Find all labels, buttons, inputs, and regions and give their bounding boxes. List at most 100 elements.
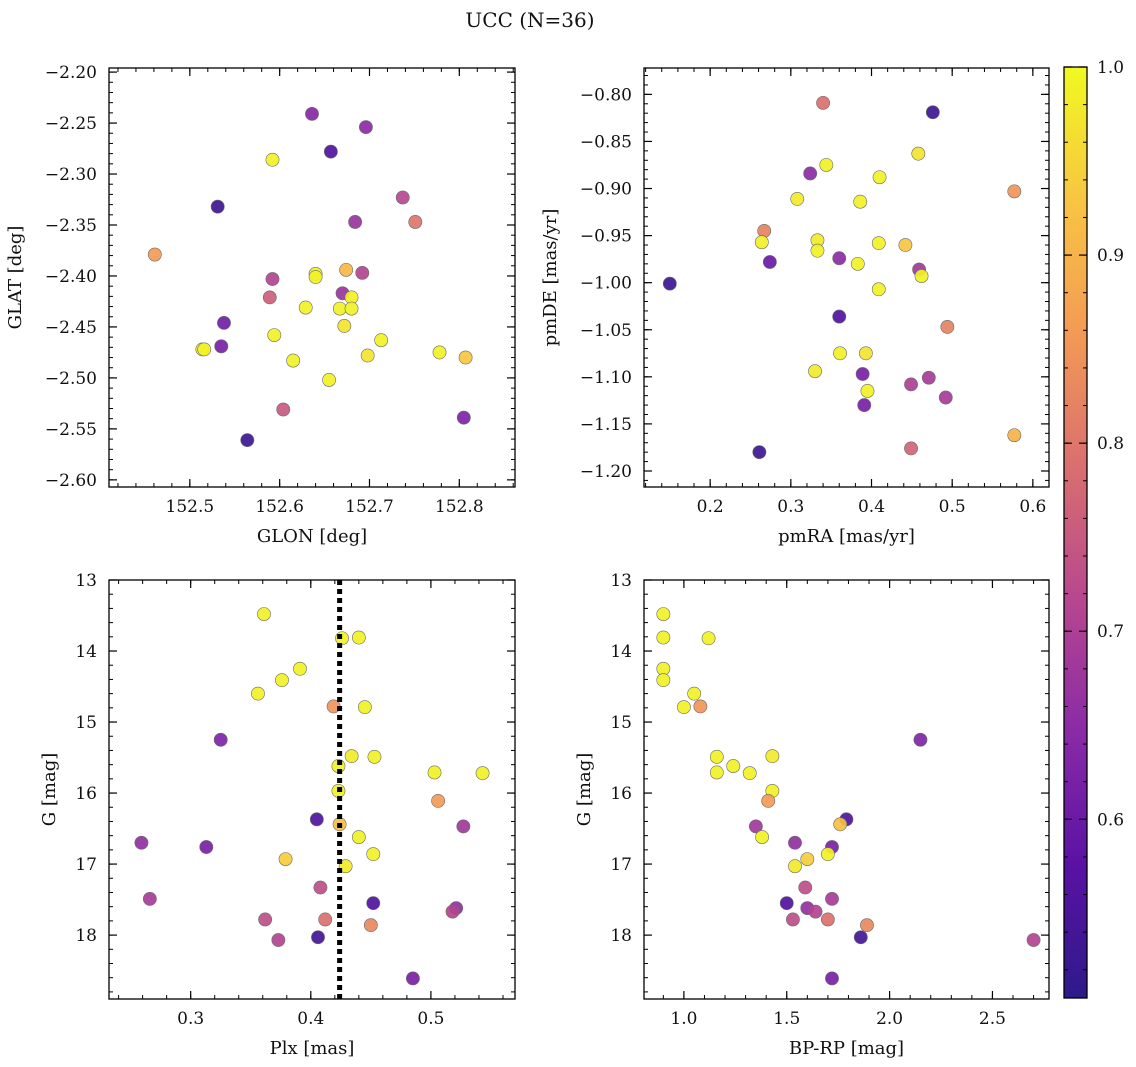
y-tick-label: −1.20 bbox=[580, 462, 632, 482]
y-tick-label: 14 bbox=[75, 642, 97, 662]
scatter-point bbox=[871, 236, 886, 251]
scatter-point bbox=[265, 152, 280, 167]
colorbar-tick-label: 0.9 bbox=[1097, 246, 1124, 266]
scatter-point bbox=[313, 880, 328, 895]
scatter-point bbox=[1007, 184, 1022, 199]
y-tick-label: −2.35 bbox=[45, 216, 97, 236]
scatter-point bbox=[408, 215, 423, 229]
scatter-point bbox=[677, 700, 691, 715]
scatter-point bbox=[213, 732, 228, 747]
y-tick-label: 18 bbox=[610, 926, 632, 946]
scatter-point bbox=[853, 930, 868, 945]
y-tick-label: 14 bbox=[610, 642, 632, 662]
scatter-point bbox=[788, 859, 802, 874]
scatter-point bbox=[278, 852, 293, 866]
scatter-points bbox=[134, 607, 490, 986]
scatter-point bbox=[251, 686, 265, 701]
scatter-point bbox=[395, 190, 410, 205]
scatter-point bbox=[871, 282, 886, 297]
y-axis-label: GLAT [deg] bbox=[5, 226, 26, 330]
scatter-point bbox=[142, 891, 157, 906]
scatter-point bbox=[825, 971, 839, 986]
scatter-point bbox=[405, 971, 420, 986]
scatter-point bbox=[456, 819, 471, 834]
scatter-points bbox=[147, 106, 473, 448]
scatter-point bbox=[257, 607, 271, 621]
y-tick-label: −2.45 bbox=[45, 318, 97, 338]
scatter-point bbox=[788, 835, 802, 850]
scatter-point bbox=[790, 191, 805, 206]
scatter-point bbox=[240, 433, 255, 448]
scatter-point bbox=[338, 859, 353, 874]
y-tick-label: −2.20 bbox=[45, 63, 97, 83]
scatter-point bbox=[855, 367, 870, 381]
x-tick-label: 152.7 bbox=[345, 497, 394, 517]
x-tick-label: 0.4 bbox=[297, 1009, 324, 1029]
scatter-point bbox=[853, 194, 868, 209]
scatter-point bbox=[367, 749, 382, 764]
scatter-point bbox=[833, 346, 847, 361]
x-tick-label: 0.5 bbox=[939, 497, 966, 517]
y-tick-label: −2.40 bbox=[45, 267, 97, 287]
scatter-point bbox=[458, 350, 473, 365]
y-tick-label: −0.80 bbox=[580, 85, 632, 105]
scatter-point bbox=[748, 819, 763, 834]
scatter-point bbox=[803, 166, 818, 181]
y-tick-label: −2.60 bbox=[45, 471, 97, 491]
scatter-point bbox=[820, 912, 835, 927]
scatter-point bbox=[298, 300, 313, 315]
scatter-point bbox=[134, 835, 149, 850]
scatter-point bbox=[271, 933, 286, 947]
x-axis-label: BP-RP [mag] bbox=[789, 1038, 904, 1059]
scatter-point bbox=[355, 266, 370, 280]
scatter-point bbox=[808, 904, 823, 919]
x-tick-label: 0.2 bbox=[697, 497, 724, 517]
scatter-point bbox=[305, 106, 319, 121]
scatter-point bbox=[904, 441, 918, 456]
scatter-point bbox=[798, 880, 813, 895]
scatter-point bbox=[308, 270, 323, 284]
scatter-points bbox=[656, 607, 1041, 986]
x-tick-label: 0.4 bbox=[858, 497, 885, 517]
scatter-point bbox=[687, 686, 702, 701]
scatter-point bbox=[323, 144, 338, 159]
scatter-point bbox=[693, 699, 708, 714]
y-tick-label: 17 bbox=[610, 855, 632, 875]
x-tick-label: 152.5 bbox=[166, 497, 215, 517]
y-tick-label: −0.95 bbox=[580, 227, 632, 247]
scatter-point bbox=[197, 342, 212, 357]
scatter-point bbox=[344, 749, 359, 764]
y-tick-label: −1.10 bbox=[580, 368, 632, 388]
x-axis-label: pmRA [mas/yr] bbox=[778, 526, 915, 547]
scatter-point bbox=[339, 262, 354, 277]
scatter-point bbox=[427, 765, 442, 780]
subplots: 152.5 152.6 152.7 152.8−2.20−2.25−2.30−2.35… bbox=[5, 63, 1050, 1059]
scatter-point bbox=[445, 904, 460, 919]
scatter-point bbox=[309, 812, 324, 827]
scatter-point bbox=[786, 912, 800, 927]
scatter-point bbox=[366, 847, 381, 862]
scatter-point bbox=[332, 301, 347, 316]
scatter-point bbox=[210, 199, 225, 214]
y-tick-label: −1.15 bbox=[580, 415, 632, 435]
colorbar-tick-label: 0.7 bbox=[1097, 622, 1124, 642]
colorbar-tick-label: 0.8 bbox=[1097, 434, 1124, 454]
scatter-point bbox=[860, 384, 875, 398]
scatter-point bbox=[872, 170, 887, 185]
scatter-point bbox=[832, 251, 847, 266]
scatter-point bbox=[857, 398, 872, 412]
y-axis-label: pmDE [mas/yr] bbox=[540, 209, 561, 347]
scatter-point bbox=[726, 759, 741, 773]
scatter-point bbox=[357, 700, 372, 715]
y-tick-label: −0.90 bbox=[580, 180, 632, 200]
y-tick-label: −2.50 bbox=[45, 369, 97, 389]
scatter-point bbox=[904, 377, 918, 392]
scatter-point bbox=[921, 370, 936, 385]
scatter-point bbox=[337, 319, 352, 333]
y-tick-label: 15 bbox=[75, 713, 97, 733]
scatter-point bbox=[262, 290, 277, 305]
colorbar-frame bbox=[1063, 66, 1088, 999]
colorbar-tick-label: 1.0 bbox=[1097, 58, 1124, 78]
